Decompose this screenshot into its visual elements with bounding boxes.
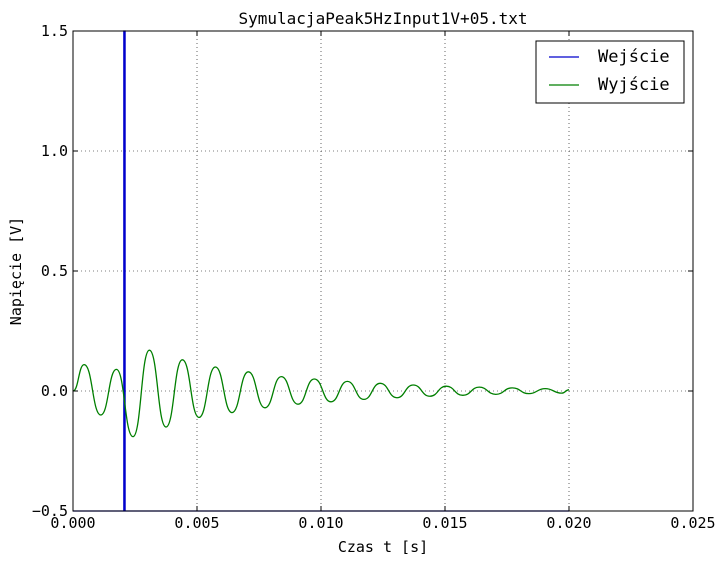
y-axis-label: Napięcie [V] [7, 217, 25, 325]
axis-ticks: 0.000 0.005 0.010 0.015 0.020 0.025 −0.5 0.0 0.5… [32, 22, 716, 532]
series-line-wyjscie [72, 349, 570, 438]
y-tick-label: −0.5 [32, 502, 68, 520]
y-tick-label: 1.0 [41, 142, 68, 160]
x-tick-label: 0.020 [546, 514, 591, 532]
legend-label-wyjscie: Wyjście [598, 75, 670, 95]
y-tick-label: 1.5 [41, 22, 68, 40]
legend: Wejście Wyjście [535, 40, 685, 104]
x-tick-label: 0.010 [298, 514, 343, 532]
x-tick-label: 0.025 [670, 514, 715, 532]
legend-box [535, 40, 685, 104]
x-tick-label: 0.005 [174, 514, 219, 532]
legend-label-wejscie: Wejście [598, 47, 670, 67]
x-axis-label: Czas t [s] [338, 538, 428, 556]
x-tick-label: 0.015 [422, 514, 467, 532]
y-tick-label: 0.5 [41, 262, 68, 280]
y-tick-label: 0.0 [41, 382, 68, 400]
chart-title: SymulacjaPeak5HzInput1V+05.txt [239, 9, 528, 28]
x-tick-label: 0.000 [50, 514, 95, 532]
